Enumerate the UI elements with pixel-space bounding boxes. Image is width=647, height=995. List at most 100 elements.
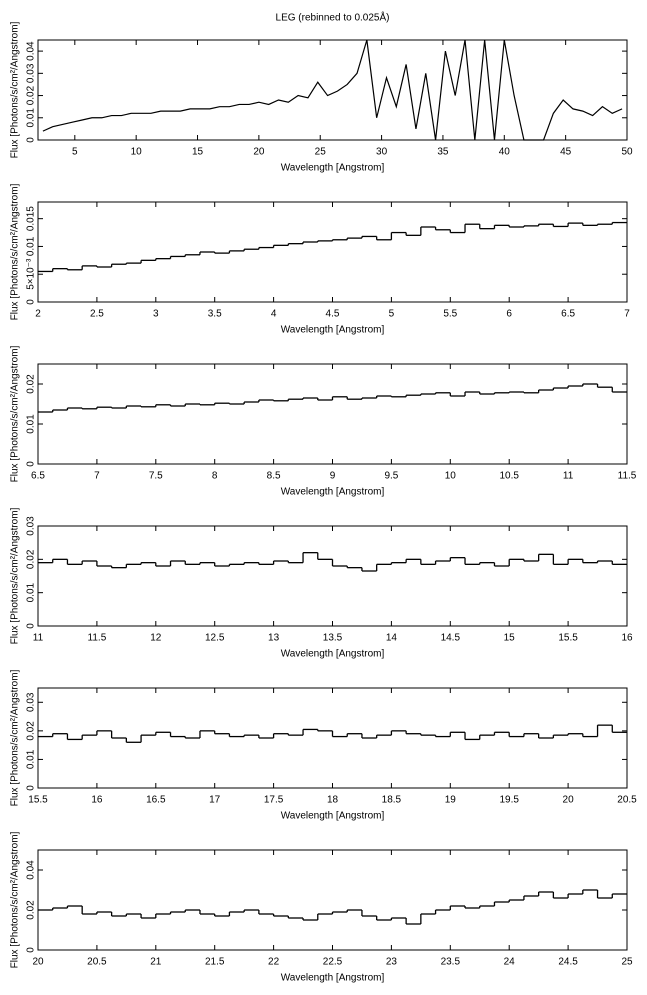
x-tick-label: 24.5 — [558, 957, 578, 968]
x-tick-label: 8.5 — [267, 471, 281, 482]
y-tick-label: 5×10⁻³ — [26, 258, 37, 290]
y-tick-label: 0 — [26, 623, 37, 629]
x-tick-label: 4 — [271, 309, 277, 320]
x-tick-label: 11.5 — [88, 633, 107, 644]
chart-title: LEG (rebinned to 0.025Å) — [276, 11, 390, 24]
plot-frame — [37, 39, 628, 141]
x-tick-label: 3.5 — [208, 309, 222, 320]
y-tick-label: 0.03 — [26, 63, 37, 83]
x-tick-label: 45 — [560, 147, 572, 158]
x-tick-label: 50 — [621, 147, 633, 158]
x-tick-label: 20 — [253, 147, 265, 158]
x-tick-label: 16 — [621, 633, 633, 644]
y-axis-label: Flux [Photons/s/cm²/Angstrom] — [10, 345, 21, 482]
y-axis-label: Flux [Photons/s/cm²/Angstrom] — [10, 507, 21, 644]
x-tick-label: 17.5 — [264, 795, 284, 806]
y-tick-label: 0 — [26, 461, 37, 467]
x-tick-label: 8 — [212, 471, 218, 482]
x-tick-label: 14 — [386, 633, 398, 644]
y-tick-label: 0.01 — [26, 108, 37, 128]
y-tick-label: 0.02 — [26, 721, 37, 741]
y-axis-label: Flux [Photons/s/cm²/Angstrom] — [10, 183, 21, 320]
x-tick-label: 7.5 — [149, 471, 163, 482]
y-axis-label: Flux [Photons/s/cm²/Angstrom] — [10, 831, 21, 968]
y-tick-label: 0.03 — [26, 692, 37, 712]
x-tick-label: 25 — [621, 957, 633, 968]
x-tick-label: 5 — [72, 147, 78, 158]
y-tick-label: 0.02 — [26, 374, 37, 394]
x-tick-label: 23 — [386, 957, 398, 968]
x-tick-label: 40 — [499, 147, 511, 158]
y-tick-label: 0 — [26, 299, 37, 305]
x-axis-label: Wavelength [Angstrom] — [281, 811, 385, 822]
x-tick-label: 9 — [330, 471, 336, 482]
x-tick-label: 7 — [624, 309, 630, 320]
y-tick-label: 0 — [26, 137, 37, 143]
x-tick-label: 16 — [91, 795, 103, 806]
x-tick-label: 13 — [268, 633, 280, 644]
x-tick-label: 14.5 — [441, 633, 461, 644]
plot-frame — [37, 201, 628, 303]
x-tick-label: 15.5 — [558, 633, 578, 644]
x-tick-label: 15 — [192, 147, 204, 158]
x-tick-label: 7 — [94, 471, 100, 482]
x-tick-label: 18 — [327, 795, 339, 806]
y-tick-label: 0.01 — [26, 414, 37, 434]
x-tick-label: 15.5 — [28, 795, 48, 806]
x-tick-label: 16.5 — [146, 795, 166, 806]
x-tick-label: 11.5 — [618, 471, 637, 482]
y-tick-label: 0.015 — [26, 206, 37, 231]
x-tick-label: 24 — [504, 957, 516, 968]
y-tick-label: 0.02 — [26, 900, 37, 920]
y-axis-label: Flux [Photons/s/cm²/Angstrom] — [10, 21, 21, 158]
x-tick-label: 15 — [504, 633, 516, 644]
y-tick-label: 0.04 — [26, 41, 37, 61]
x-tick-label: 10.5 — [499, 471, 519, 482]
spectrum-line — [42, 39, 623, 141]
x-tick-label: 10 — [445, 471, 457, 482]
y-axis-label: Flux [Photons/s/cm²/Angstrom] — [10, 669, 21, 806]
y-tick-label: 0.02 — [26, 85, 37, 105]
x-tick-label: 2 — [35, 309, 41, 320]
x-tick-label: 35 — [437, 147, 449, 158]
x-tick-label: 25 — [315, 147, 327, 158]
x-tick-label: 20.5 — [87, 957, 107, 968]
y-tick-label: 0.03 — [26, 516, 37, 536]
x-tick-label: 2.5 — [90, 309, 104, 320]
x-tick-label: 6.5 — [561, 309, 575, 320]
x-tick-label: 5 — [389, 309, 395, 320]
x-tick-label: 10 — [131, 147, 143, 158]
x-tick-label: 21 — [150, 957, 162, 968]
x-tick-label: 5.5 — [443, 309, 457, 320]
x-axis-label: Wavelength [Angstrom] — [281, 325, 385, 336]
x-tick-label: 20.5 — [617, 795, 637, 806]
x-tick-label: 3 — [153, 309, 159, 320]
x-tick-label: 18.5 — [382, 795, 402, 806]
y-tick-label: 0 — [26, 947, 37, 953]
plot-frame — [37, 363, 628, 465]
x-tick-label: 4.5 — [326, 309, 340, 320]
x-tick-label: 23.5 — [441, 957, 461, 968]
x-tick-label: 17 — [209, 795, 221, 806]
x-tick-label: 19.5 — [499, 795, 519, 806]
x-tick-label: 6.5 — [31, 471, 45, 482]
y-tick-label: 0 — [26, 785, 37, 791]
x-tick-label: 20 — [32, 957, 44, 968]
x-tick-label: 20 — [563, 795, 575, 806]
x-axis-label: Wavelength [Angstrom] — [281, 649, 385, 660]
x-tick-label: 21.5 — [205, 957, 225, 968]
x-tick-label: 30 — [376, 147, 388, 158]
x-tick-label: 6 — [506, 309, 512, 320]
y-tick-label: 0.01 — [26, 236, 37, 256]
plot-frame — [37, 849, 628, 951]
x-tick-label: 12.5 — [205, 633, 225, 644]
y-tick-label: 0.04 — [26, 860, 37, 880]
y-tick-label: 0.01 — [26, 582, 37, 602]
x-tick-label: 13.5 — [323, 633, 343, 644]
x-tick-label: 9.5 — [384, 471, 398, 482]
y-tick-label: 0.02 — [26, 549, 37, 569]
x-tick-label: 12 — [150, 633, 162, 644]
x-tick-label: 11 — [33, 633, 44, 644]
x-tick-label: 22 — [268, 957, 280, 968]
